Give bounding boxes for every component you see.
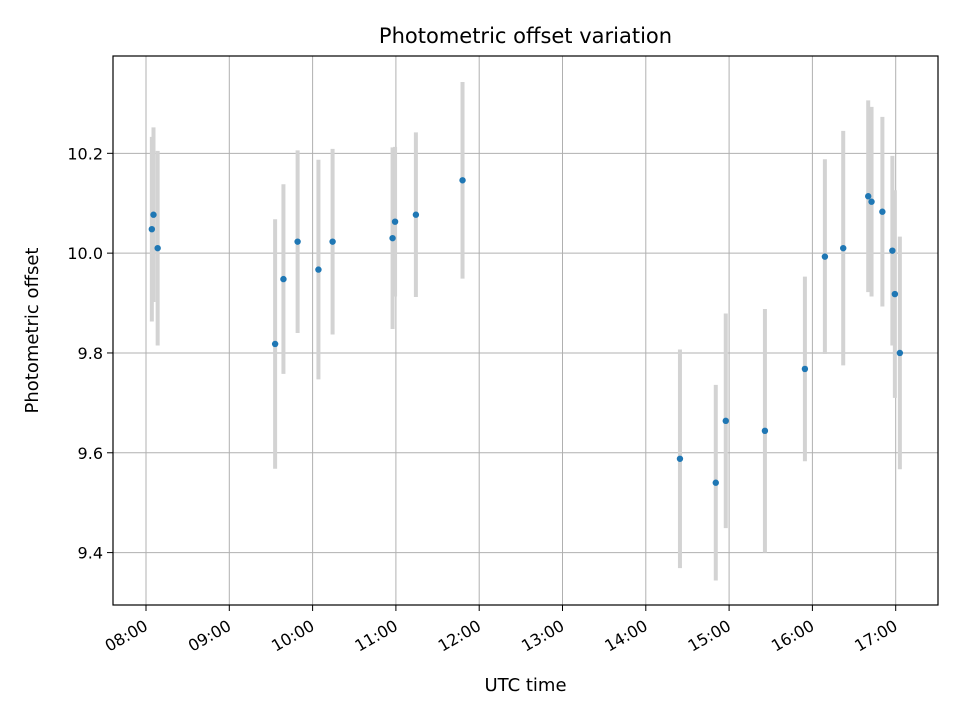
plot-area-frame [112,55,939,606]
grid [113,56,938,605]
data-point [294,238,301,245]
data-point [329,238,336,245]
data-point [459,177,466,184]
y-tick-label: 10.0 [67,244,103,263]
y-tick-label: 10.2 [67,144,103,163]
data-point [676,455,684,462]
data-points [148,177,904,486]
y-tick-label: 9.4 [78,544,103,563]
chart-title: Photometric offset variation [379,24,672,48]
data-point [865,193,872,200]
data-point [761,427,769,435]
data-point [896,349,904,357]
data-point [391,218,399,225]
data-point [840,244,847,252]
data-point [271,340,279,348]
y-axis-title: Photometric offset [22,248,43,414]
data-point [821,253,829,260]
data-point [801,365,809,373]
y-tick-label: 9.8 [78,344,103,363]
y-tick-label: 9.6 [78,444,103,463]
data-point [280,275,287,283]
data-point [712,479,719,486]
data-point [868,198,875,205]
data-point [412,211,420,218]
data-point [879,208,886,215]
x-axis-title: UTC time [484,675,566,696]
data-point [889,247,896,254]
data-point [148,225,156,233]
data-point [722,417,729,425]
data-point [389,234,396,242]
data-point [315,266,322,273]
data-point [891,290,899,298]
data-point [150,211,157,218]
data-point [154,244,161,252]
